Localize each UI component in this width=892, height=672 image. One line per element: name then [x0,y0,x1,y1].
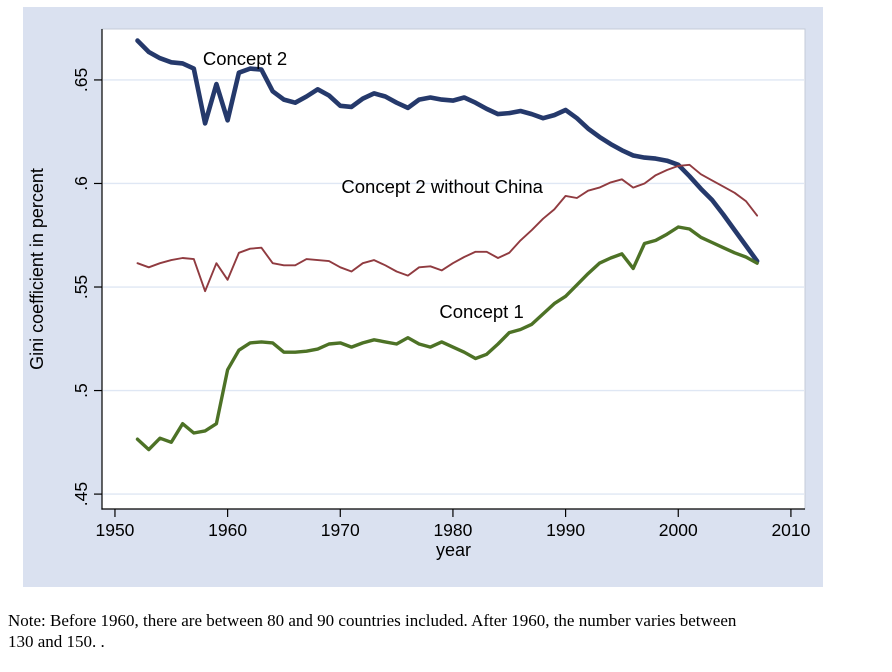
series-label-concept-2: Concept 2 [203,48,287,69]
x-tick-label: 1980 [433,520,472,540]
y-axis-title: Gini coefficient in percent [27,168,47,370]
note-line-2: 130 and 150. . [8,631,105,651]
x-tick-label: 1990 [546,520,585,540]
x-tick-label: 1950 [95,520,134,540]
series-label-concept-2-without-china: Concept 2 without China [341,176,543,197]
y-tick-label: .65 [71,68,91,92]
y-tick-label: .6 [71,176,91,191]
note-line-1: Note: Before 1960, there are between 80 … [8,611,737,630]
series-label-concept-1: Concept 1 [439,301,523,322]
plot-area [101,28,806,510]
series-line-concept-1 [135,225,759,452]
x-tick-label: 2000 [659,520,698,540]
gini-line-chart: .45 .5 .55 .6 .65 1950 1960 1970 1980 1990 2000 201… [23,7,823,587]
y-tick-label: .5 [71,383,91,398]
y-tick-label: .45 [71,482,91,506]
chart-figure: .45 .5 .55 .6 .65 1950 1960 1970 1980 1990 2000 201… [23,7,823,587]
x-tick-label: 1960 [208,520,247,540]
series-line-concept-2-without-china [136,163,759,293]
x-tick-label: 2010 [771,520,810,540]
y-tick-label: .55 [71,275,91,299]
series-line-concept-2 [135,38,760,264]
figure-note: Note: Before 1960, there are between 80 … [8,611,886,652]
x-tick-label: 1970 [321,520,360,540]
x-axis-title: year [436,540,471,560]
